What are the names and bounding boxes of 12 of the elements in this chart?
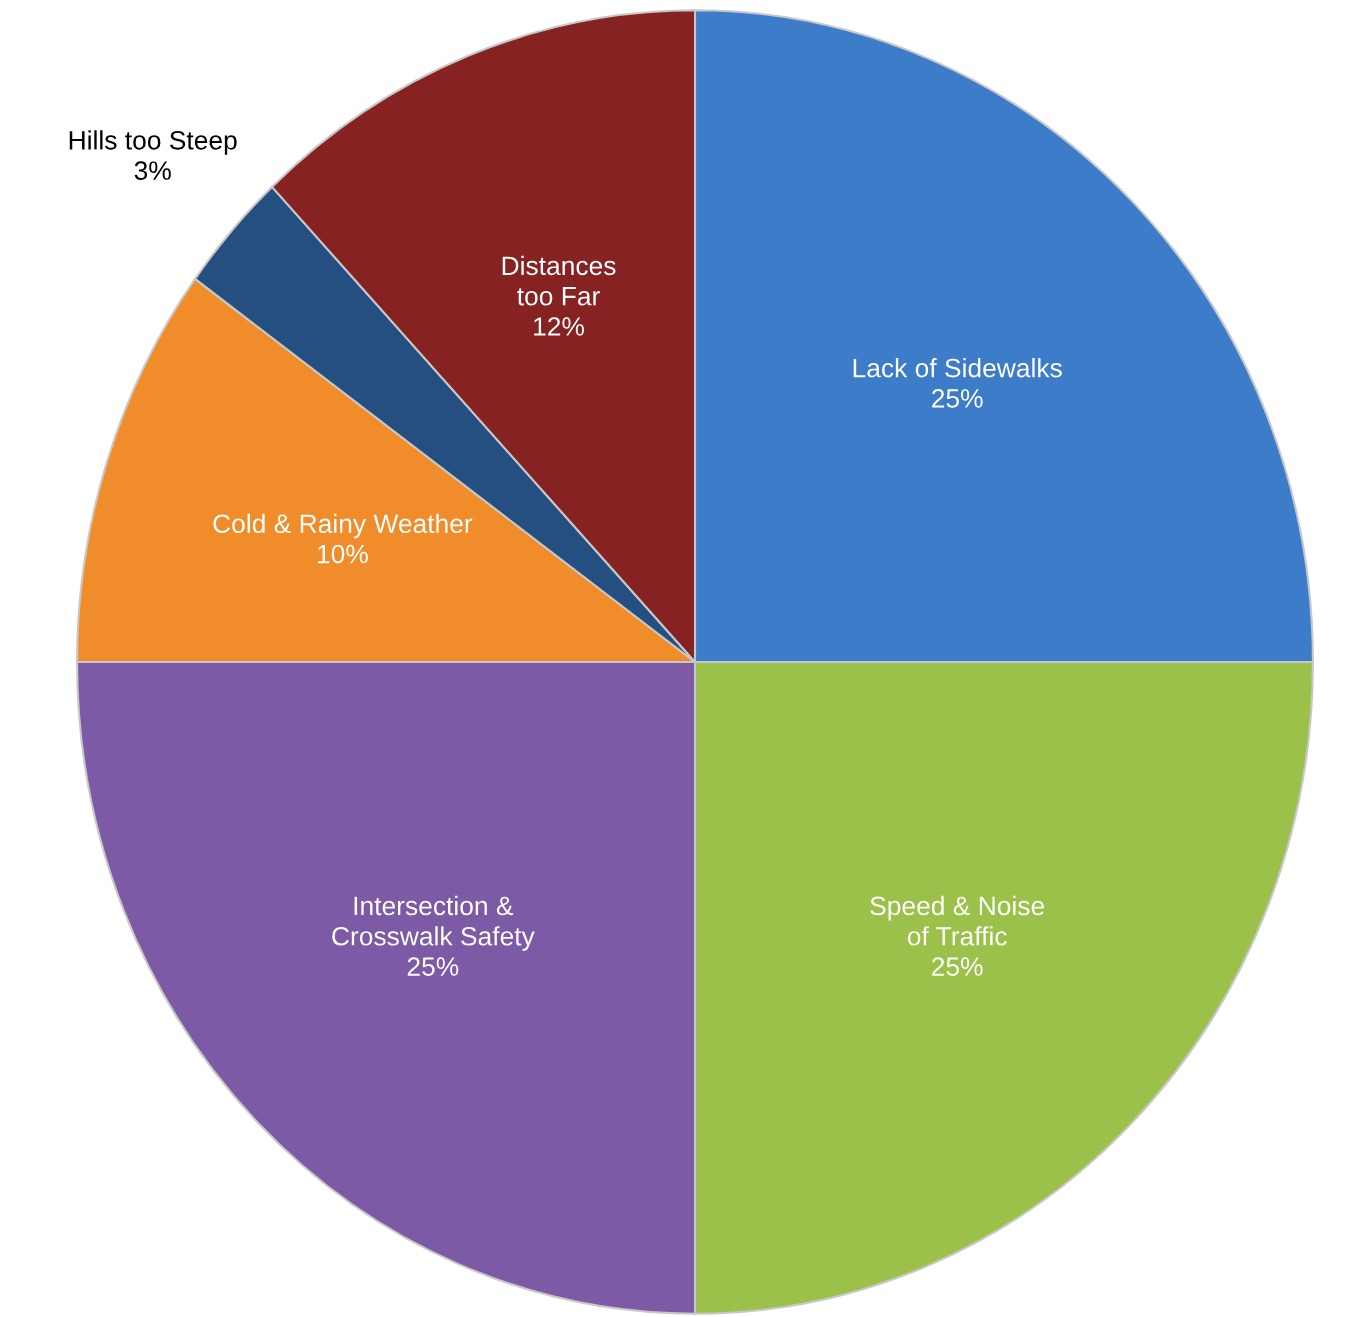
slice-label: Lack of Sidewalks [853, 358, 1062, 378]
slice-label: Cold & Rainy Weather [213, 513, 473, 539]
slice-label: Hills too Steep [69, 130, 237, 155]
data-label: 10% [318, 544, 368, 564]
data-label: 25% [407, 957, 459, 976]
slice-label: Speed & Noise of Traffic [870, 895, 1045, 946]
data-label: 3% [134, 161, 171, 180]
data-label: 12% [534, 317, 584, 336]
data-label: 25% [932, 957, 983, 976]
slice-label: Distances too Far [502, 255, 616, 306]
slice-label: Intersection & Crosswalk Safety [332, 895, 535, 951]
data-label: 25% [932, 389, 983, 408]
